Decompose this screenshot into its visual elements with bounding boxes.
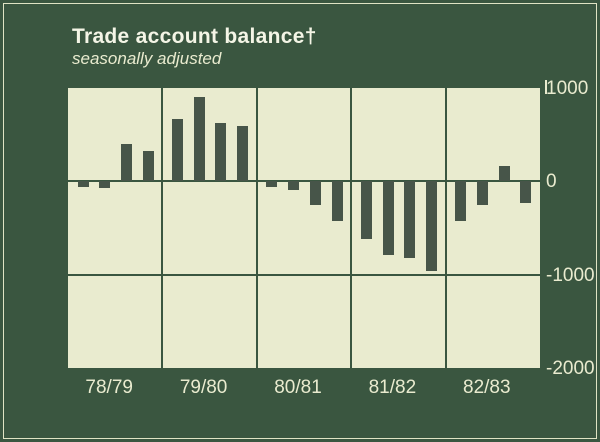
bar (404, 181, 416, 258)
chart-title: Trade account balance† (72, 25, 317, 48)
bar (360, 181, 372, 240)
bar (476, 181, 488, 205)
gridline-vertical (255, 88, 258, 368)
bar (309, 181, 321, 205)
bar (498, 166, 510, 182)
bar (237, 126, 249, 182)
x-axis-label: 79/80 (179, 377, 228, 398)
bar (121, 144, 133, 182)
gridline-horizontal (68, 273, 540, 276)
gridline-horizontal (68, 180, 540, 183)
plot-area (68, 88, 540, 368)
x-axis-label: 80/81 (274, 377, 322, 398)
y-axis-label: -2000 (546, 358, 595, 379)
gridline-vertical (350, 88, 353, 368)
y-axis-label: -1000 (546, 264, 595, 286)
bar (266, 181, 278, 187)
bar (520, 181, 532, 203)
chart-subtitle: seasonally adjusted (72, 49, 222, 68)
x-axis-label: 78/79 (85, 377, 133, 398)
gridline-vertical (444, 88, 447, 368)
bar (142, 150, 154, 182)
gridline-vertical (161, 88, 164, 368)
y-axis-label: 1000 (546, 78, 589, 99)
y-axis-tick (545, 80, 547, 94)
y-axis-label: 0 (546, 171, 557, 193)
bar (215, 123, 227, 182)
bar (193, 97, 205, 182)
bar (288, 181, 300, 190)
bar (425, 181, 437, 271)
bar (77, 181, 89, 187)
bar (331, 181, 343, 222)
x-axis-label: 81/82 (368, 377, 417, 398)
x-axis-label: 82/83 (463, 377, 511, 398)
bar (382, 181, 394, 256)
bar (455, 181, 467, 222)
bar (172, 118, 183, 182)
bar (99, 181, 111, 188)
